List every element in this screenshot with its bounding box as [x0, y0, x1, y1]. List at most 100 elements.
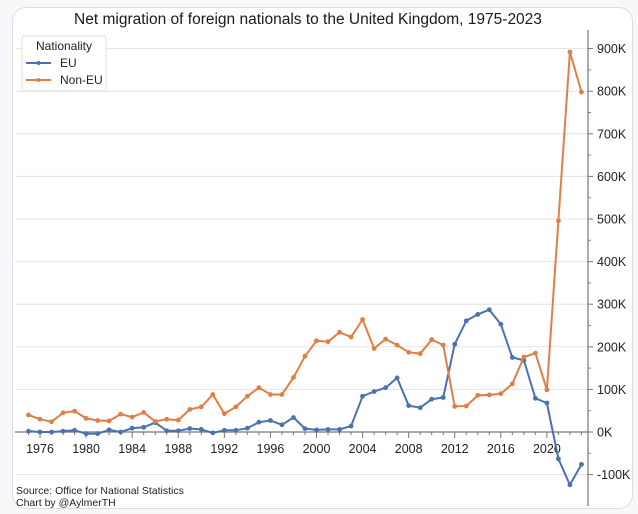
data-point-eu: [164, 428, 170, 434]
data-point-eu: [556, 456, 561, 462]
data-point-eu: [118, 429, 124, 435]
data-point-non-eu: [60, 410, 66, 416]
x-tick-label: 1976: [26, 442, 54, 456]
data-point-eu: [302, 426, 308, 431]
data-point-non-eu: [244, 393, 250, 399]
data-point-non-eu: [72, 408, 77, 414]
data-point-non-eu: [152, 418, 158, 424]
data-point-eu: [429, 396, 435, 402]
data-point-non-eu: [268, 392, 273, 397]
data-point-non-eu: [337, 329, 342, 335]
data-point-eu: [325, 427, 331, 432]
data-point-eu: [198, 427, 204, 432]
data-point-eu: [291, 415, 296, 420]
data-point-non-eu: [26, 412, 31, 418]
y-tick-label: 800K: [597, 85, 627, 99]
data-point-eu: [371, 389, 377, 394]
legend-entry-non-eu: Non-EU: [26, 73, 103, 87]
y-tick-label: 100K: [597, 383, 627, 397]
data-point-non-eu: [521, 354, 527, 360]
data-point-eu: [417, 405, 423, 411]
legend-box: [21, 35, 107, 92]
data-point-non-eu: [175, 417, 181, 423]
data-point-eu: [532, 395, 538, 401]
data-point-non-eu: [417, 351, 423, 357]
data-point-eu: [486, 307, 492, 313]
legend: Nationality EU Non-EU: [21, 35, 107, 92]
x-tick-label: 1984: [118, 442, 146, 456]
data-point-non-eu: [325, 339, 331, 345]
y-axis: -100K 0K 100K 200K 300K 400K 500K 600K 700K 800K 9…: [587, 30, 631, 506]
data-point-eu: [360, 393, 365, 399]
x-tick-label: 1992: [210, 442, 238, 456]
data-point-non-eu: [383, 336, 389, 342]
legend-entry-eu: EU: [26, 56, 77, 70]
data-point-eu: [72, 427, 77, 433]
data-point-non-eu: [314, 338, 319, 344]
legend-title: Nationality: [36, 39, 92, 53]
data-point-non-eu: [95, 418, 101, 423]
data-point-eu: [95, 431, 101, 437]
data-point-non-eu: [233, 404, 239, 410]
x-tick-label: 2004: [349, 442, 377, 456]
data-point-eu: [256, 419, 262, 425]
data-point-eu: [383, 385, 389, 391]
data-point-non-eu: [106, 418, 112, 424]
data-point-eu: [141, 424, 147, 430]
data-point-non-eu: [118, 411, 124, 417]
data-point-non-eu: [360, 317, 365, 322]
y-tick-label: 400K: [597, 255, 627, 269]
gridlines: [15, 48, 588, 476]
data-point-non-eu: [210, 392, 216, 397]
data-point-non-eu: [129, 414, 135, 420]
data-point-eu: [394, 375, 400, 381]
data-point-eu: [440, 395, 446, 400]
data-point-non-eu: [141, 410, 147, 415]
data-point-eu: [106, 427, 112, 433]
data-point-non-eu: [498, 391, 504, 397]
data-point-non-eu: [279, 392, 285, 397]
data-point-non-eu: [83, 415, 89, 421]
series-line-non-eu: [28, 51, 583, 423]
data-point-non-eu: [187, 407, 193, 412]
y-tick-label: 0K: [597, 426, 613, 440]
x-tick-label: 1988: [164, 442, 192, 456]
data-point-eu: [175, 428, 181, 434]
x-tick-label: 1980: [72, 442, 100, 456]
data-point-non-eu: [567, 49, 573, 55]
data-point-eu: [337, 427, 342, 432]
data-point-non-eu: [440, 342, 446, 348]
data-point-non-eu: [394, 342, 400, 348]
data-point-non-eu: [371, 346, 377, 351]
data-point-eu: [463, 318, 469, 324]
data-point-eu: [60, 428, 66, 434]
y-tick-label: 500K: [597, 213, 627, 227]
data-point-eu: [567, 482, 573, 488]
data-point-non-eu: [579, 89, 584, 95]
data-point-non-eu: [37, 416, 43, 422]
x-tick-label: 2016: [487, 442, 515, 456]
legend-marker-eu: [36, 61, 41, 65]
credit-note: Chart by @AylmerTH: [16, 497, 116, 509]
data-point-eu: [187, 426, 193, 431]
data-point-eu: [579, 461, 584, 467]
legend-label-eu: EU: [60, 56, 77, 70]
source-note: Source: Office for National Statistics: [16, 485, 184, 497]
data-point-non-eu: [544, 387, 550, 393]
data-point-eu: [37, 429, 43, 435]
data-point-eu: [452, 341, 458, 347]
data-point-non-eu: [532, 350, 538, 356]
data-point-eu: [233, 427, 239, 433]
series-group: [26, 49, 584, 488]
chart-title: Net migration of foreign nationals to th…: [74, 11, 542, 28]
chart-card: [12, 7, 633, 509]
x-axis: 1976 1980 1984 1988 1992 1996 2000 2004 2008 2012…: [15, 431, 588, 456]
series-line-eu: [28, 308, 583, 486]
data-point-eu: [244, 425, 250, 431]
y-tick-label: 900K: [597, 42, 627, 56]
data-point-non-eu: [291, 375, 296, 380]
data-point-non-eu: [486, 392, 492, 398]
data-point-eu: [544, 400, 550, 406]
data-point-non-eu: [406, 349, 412, 355]
